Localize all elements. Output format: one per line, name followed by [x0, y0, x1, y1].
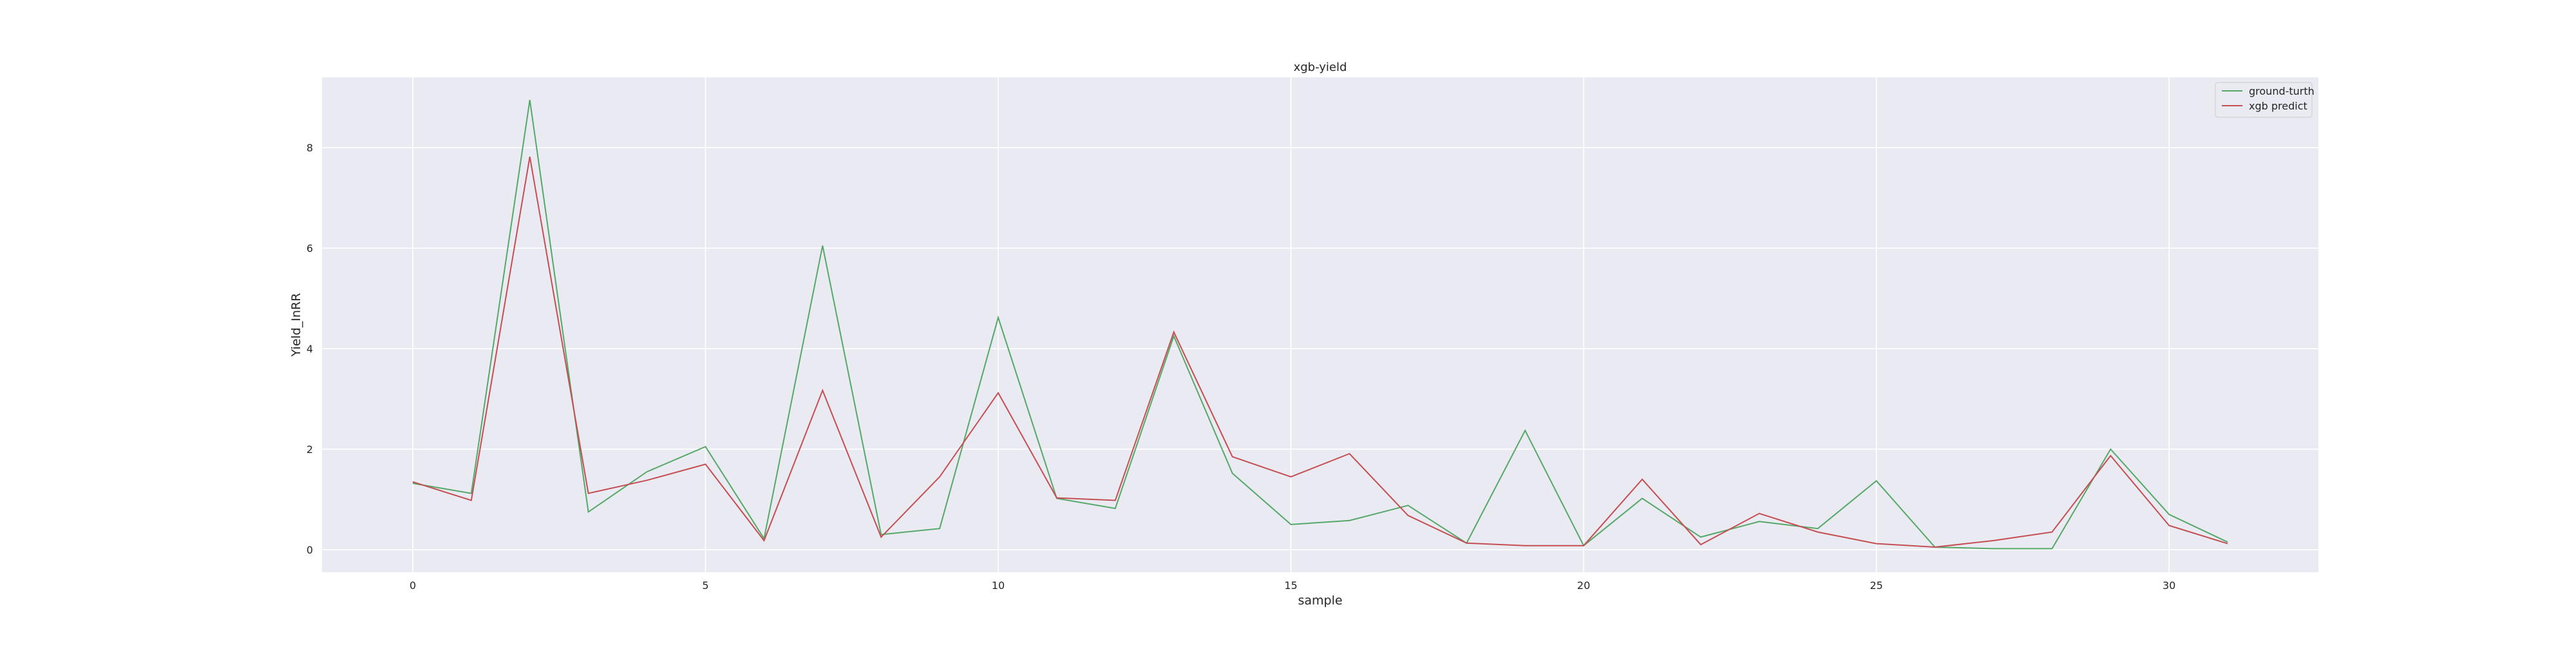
series-line-xgb-predict [412, 157, 2228, 548]
x-tick-label: 25 [1870, 579, 1882, 592]
series-group [412, 99, 2228, 550]
x-tick-label: 10 [992, 579, 1005, 592]
x-tick-label: 20 [1577, 579, 1590, 592]
x-axis-ticks: 0 5 10 15 20 25 30 [410, 579, 2176, 592]
x-tick-label: 15 [1284, 579, 1297, 592]
x-tick-label: 30 [2163, 579, 2175, 592]
y-tick-label: 2 [307, 443, 313, 456]
chart-title: xgb-yield [1294, 61, 1347, 74]
y-tick-label: 8 [307, 142, 313, 154]
y-tick-label: 4 [307, 343, 313, 355]
plot-area [322, 77, 2318, 572]
legend: ground-turth xgb predict [2215, 82, 2315, 118]
legend-label-xgb-predict: xgb predict [2249, 100, 2307, 112]
x-tick-label: 5 [702, 579, 708, 592]
y-axis-ticks: 0 2 4 6 8 [307, 142, 313, 556]
series-line-ground-turth [412, 99, 2228, 550]
grid [322, 77, 2318, 572]
x-axis-label: sample [1298, 594, 1342, 608]
legend-label-ground-turth: ground-turth [2249, 85, 2315, 97]
y-axis-label: Yield_InRR [289, 293, 303, 358]
x-tick-label: 0 [410, 579, 416, 592]
y-tick-label: 6 [307, 242, 313, 255]
y-tick-label: 0 [307, 544, 313, 556]
